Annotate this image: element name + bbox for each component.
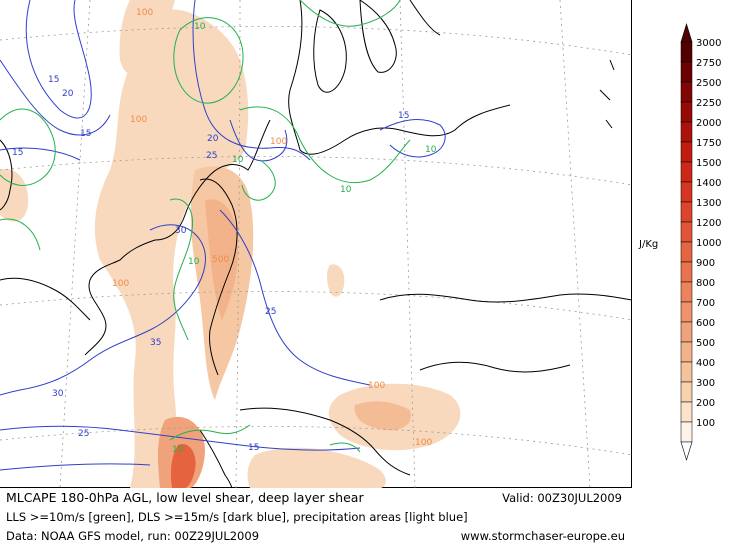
lls-label: 10 (172, 445, 184, 455)
lls-label: 10 (188, 257, 200, 267)
dls-label: 25 (265, 307, 276, 317)
colorbar-box (680, 121, 693, 143)
cape-label: 100 (368, 381, 385, 391)
lls-label: 10 (194, 22, 206, 32)
coastlines (0, 0, 633, 489)
dls-label: 15 (80, 129, 91, 139)
colorbar-box (680, 101, 693, 123)
colorbar-tick-label: 1200 (696, 218, 721, 229)
colorbar-box (680, 341, 693, 363)
cape-area-west (110, 229, 147, 294)
colorbar-max-arrow (680, 22, 693, 43)
colorbar-tick-label: 2000 (696, 118, 721, 129)
colorbar-box (680, 161, 693, 183)
colorbar-tick-label: 3000 (696, 38, 721, 49)
caption-website: www.stormchaser-europe.eu (460, 529, 625, 543)
colorbar-box (680, 421, 693, 443)
lls-label: 10 (232, 155, 244, 165)
colorbar-unit: J/Kg (638, 239, 658, 250)
cape-area-small (327, 264, 345, 297)
cape-area-channel (0, 169, 29, 222)
cape-shading (0, 0, 461, 489)
colorbar-boxes: 3000 2750 2500 2250 2000 1750 1500 1400 1300 1200… (680, 22, 721, 462)
colorbar-tick-label: 700 (696, 298, 715, 309)
cape-label: 100 (112, 279, 129, 289)
cape-label: 100 (270, 137, 287, 147)
dls-contours (0, 0, 446, 471)
dls-label: 30 (52, 389, 64, 399)
colorbar-box (680, 361, 693, 383)
colorbar-box (680, 301, 693, 323)
dls-label: 20 (62, 89, 74, 99)
colorbar-box (680, 41, 693, 63)
map-canvas: 100 100 100 100 500 100 100 15 20 15 20 … (0, 0, 633, 489)
colorbar-tick-label: 1300 (696, 198, 721, 209)
colorbar-box (680, 241, 693, 263)
colorbar-tick-label: 200 (696, 398, 715, 409)
cape-area-rhone-core (170, 444, 196, 488)
colorbar-box (680, 81, 693, 103)
dls-label: 15 (12, 148, 23, 158)
colorbar-tick-label: 1750 (696, 138, 721, 149)
colorbar-tick-label: 400 (696, 358, 715, 369)
dls-label: 15 (398, 111, 409, 121)
dls-label: 20 (207, 134, 219, 144)
colorbar-box (680, 181, 693, 203)
lls-label: 10 (425, 145, 437, 155)
caption: MLCAPE 180-0hPa AGL, low level shear, de… (0, 488, 732, 549)
cape-label: 100 (415, 438, 432, 448)
colorbar-tick-label: 1000 (696, 238, 721, 249)
dls-label: 25 (206, 151, 217, 161)
weather-map: 100 100 100 100 500 100 100 15 20 15 20 … (0, 0, 633, 489)
caption-source: Data: NOAA GFS model, run: 00Z29JUL2009 (6, 529, 260, 543)
colorbar-tick-label: 100 (696, 418, 715, 429)
colorbar-tick-label: 2500 (696, 78, 721, 89)
colorbar-tick-label: 500 (696, 338, 715, 349)
colorbar-box (680, 281, 693, 303)
dls-label: 15 (248, 443, 259, 453)
colorbar-box (680, 141, 693, 163)
colorbar-tick-label: 1400 (696, 178, 721, 189)
colorbar-box (680, 201, 693, 223)
cape-area-north (119, 0, 175, 75)
colorbar-box (680, 321, 693, 343)
cape-label: 500 (212, 255, 229, 265)
dls-label: 30 (175, 226, 187, 236)
color-scale: 3000 2750 2500 2250 2000 1750 1500 1400 1300 1200… (633, 0, 732, 488)
colorbar-box (680, 221, 693, 243)
dls-label: 25 (78, 429, 89, 439)
colorbar-tick-label: 2250 (696, 98, 721, 109)
cape-area-inner (205, 199, 238, 320)
lls-contours (0, 0, 411, 453)
dls-label: 35 (150, 338, 161, 348)
colorbar-box (680, 381, 693, 403)
colorbar-box (680, 61, 693, 83)
dls-label: 15 (48, 75, 59, 85)
cape-area-south (247, 447, 386, 488)
cape-area-north-sea (94, 9, 249, 489)
cape-area-alps-inner (354, 401, 411, 431)
colorbar-box (680, 261, 693, 283)
colorbar-tick-label: 300 (696, 378, 715, 389)
caption-valid: Valid: 00Z30JUL2009 (502, 491, 622, 505)
caption-legend: LLS >=10m/s [green], DLS >=15m/s [dark b… (6, 510, 468, 524)
caption-title: MLCAPE 180-0hPa AGL, low level shear, de… (6, 490, 364, 505)
graticule (0, 0, 633, 489)
colorbar-tick-label: 600 (696, 318, 715, 329)
colorbar-box (680, 401, 693, 423)
colorbar-tick-label: 1500 (696, 158, 721, 169)
contour-labels: 100 100 100 100 500 100 100 15 20 15 20 … (12, 8, 437, 455)
lls-label: 10 (340, 185, 352, 195)
colorbar-tick-label: 800 (696, 278, 715, 289)
cape-label: 100 (130, 115, 147, 125)
cape-label: 100 (136, 8, 153, 18)
colorbar-tick-label: 2750 (696, 58, 721, 69)
colorbar-min-arrow (680, 441, 693, 462)
colorbar-tick-label: 900 (696, 258, 715, 269)
